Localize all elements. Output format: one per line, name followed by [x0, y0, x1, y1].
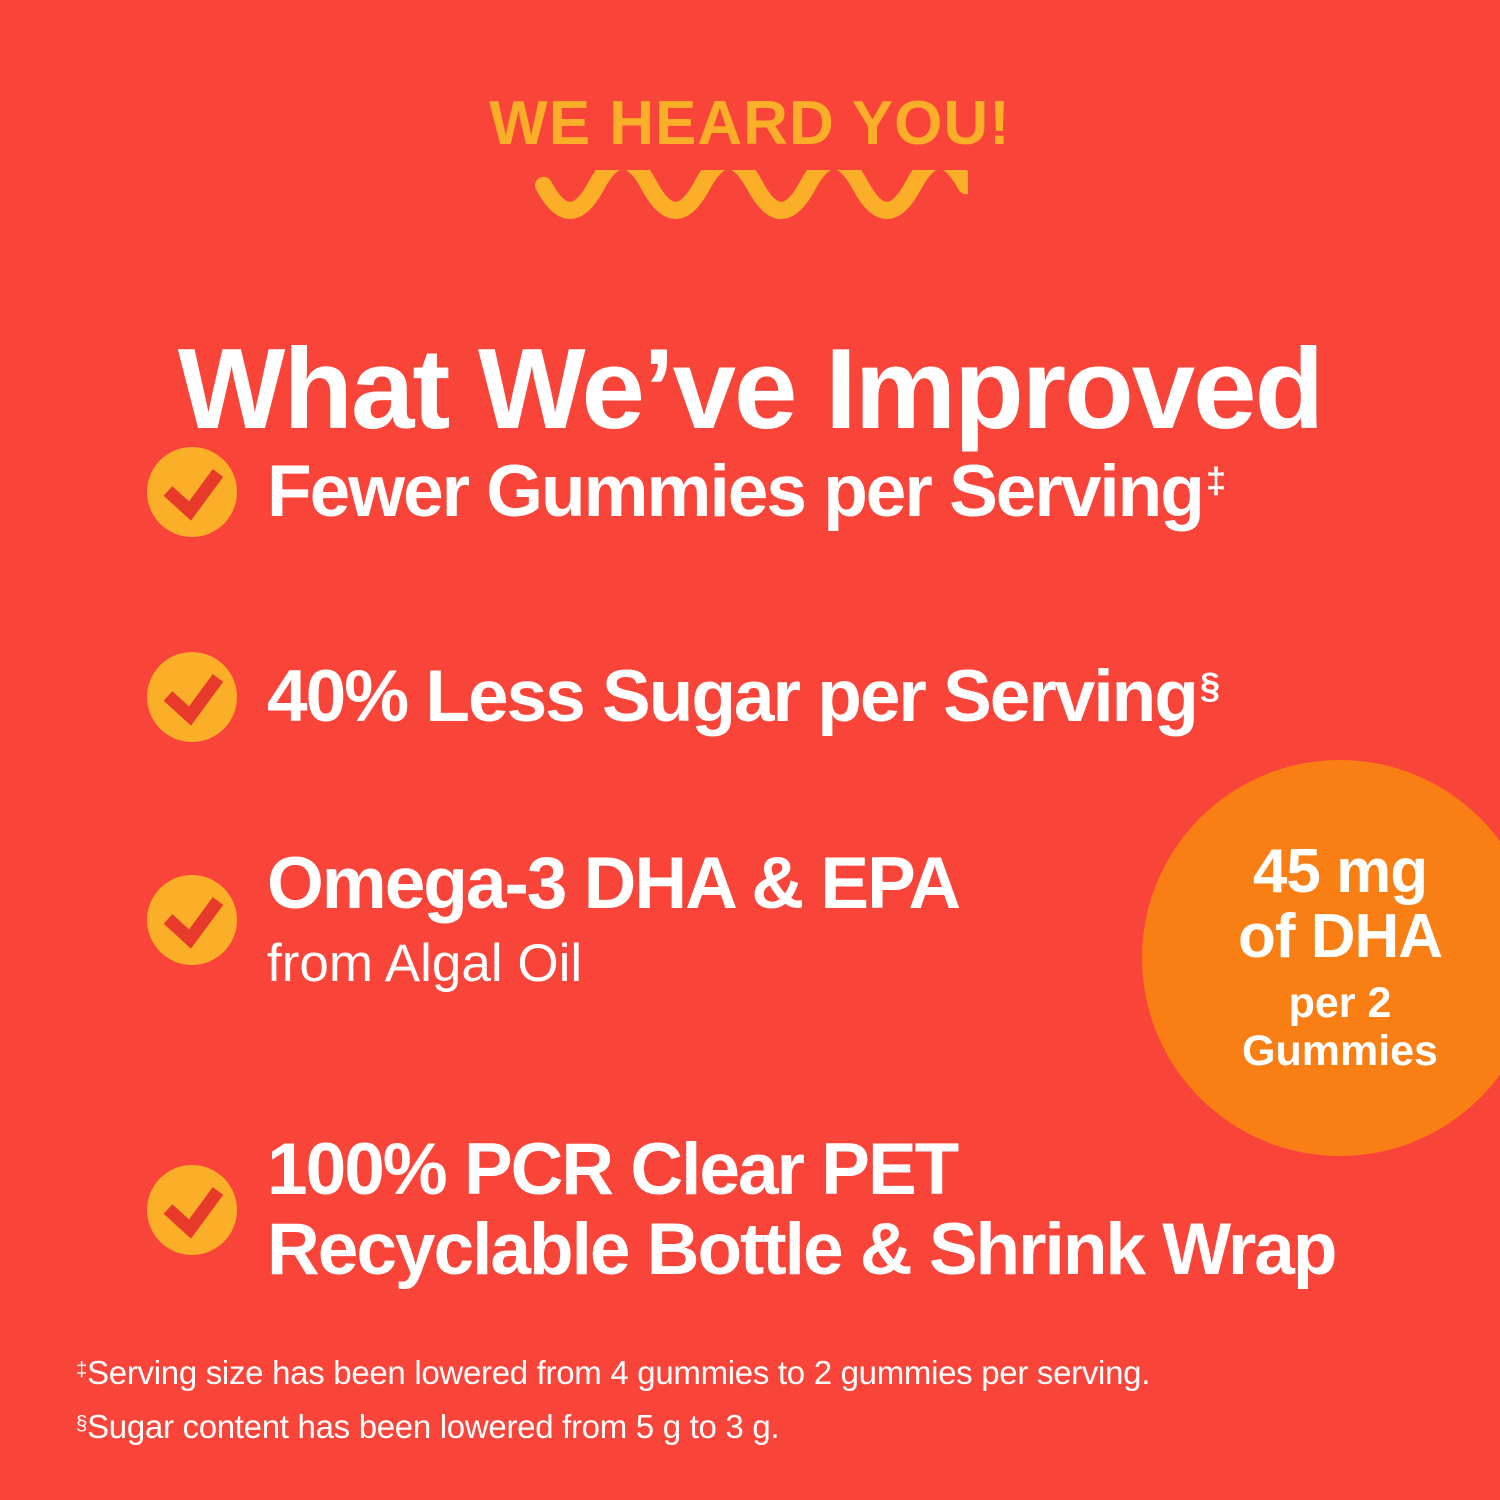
- checklist-item-omega3: Omega-3 DHA & EPA from Algal Oil: [147, 843, 961, 996]
- dha-badge: 45 mg of DHA per 2 Gummies: [1142, 760, 1500, 1156]
- check-icon: [147, 447, 237, 537]
- checklist-item-less-sugar: 40% Less Sugar per Serving§: [147, 652, 1220, 742]
- badge-per: per 2: [1288, 979, 1392, 1028]
- footnote-text: Serving size has been lowered from 4 gum…: [87, 1354, 1151, 1391]
- badge-amount: 45 mg: [1252, 837, 1428, 907]
- footnote-marker-section: §: [76, 1411, 88, 1435]
- wavy-underline-icon: [534, 170, 968, 219]
- item-title: 40% Less Sugar per Serving§: [267, 655, 1221, 737]
- item-title-text: Fewer Gummies per Serving: [267, 450, 1205, 532]
- badge-unit: Gummies: [1242, 1027, 1438, 1076]
- item-title: Omega-3 DHA & EPA: [267, 843, 961, 924]
- checklist-item-recyclable: 100% PCR Clear PET Recyclable Bottle & S…: [147, 1129, 1337, 1291]
- item-title-line1: 100% PCR Clear PET: [267, 1129, 959, 1210]
- item-subtitle: from Algal Oil: [267, 934, 583, 994]
- badge-nutrient: of DHA: [1237, 901, 1443, 971]
- checklist-item-fewer-gummies: Fewer Gummies per Serving‡: [147, 447, 1226, 537]
- item-text-block: 100% PCR Clear PET Recyclable Bottle & S…: [267, 1129, 1337, 1291]
- footnote-marker-dagger: ‡: [1205, 460, 1227, 502]
- page-title: What We’ve Improved: [177, 326, 1324, 454]
- check-icon: [147, 652, 237, 742]
- item-text-block: Omega-3 DHA & EPA from Algal Oil: [267, 843, 961, 996]
- check-icon: [147, 1165, 237, 1256]
- footnote-marker-section: §: [1199, 665, 1221, 707]
- item-title: Fewer Gummies per Serving‡: [267, 450, 1227, 532]
- footnotes: ‡Serving size has been lowered from 4 gu…: [76, 1348, 1150, 1455]
- item-title-line2: Recyclable Bottle & Shrink Wrap: [267, 1209, 1337, 1291]
- footnote-marker-dagger: ‡: [76, 1357, 88, 1381]
- footnote-sugar: §Sugar content has been lowered from 5 g…: [76, 1402, 1150, 1452]
- item-title-text: 40% Less Sugar per Serving: [267, 655, 1199, 737]
- footnote-serving-size: ‡Serving size has been lowered from 4 gu…: [76, 1348, 1150, 1398]
- eyebrow-text: WE HEARD YOU!: [489, 89, 1011, 158]
- footnote-text: Sugar content has been lowered from 5 g …: [87, 1407, 780, 1445]
- check-icon: [147, 874, 237, 965]
